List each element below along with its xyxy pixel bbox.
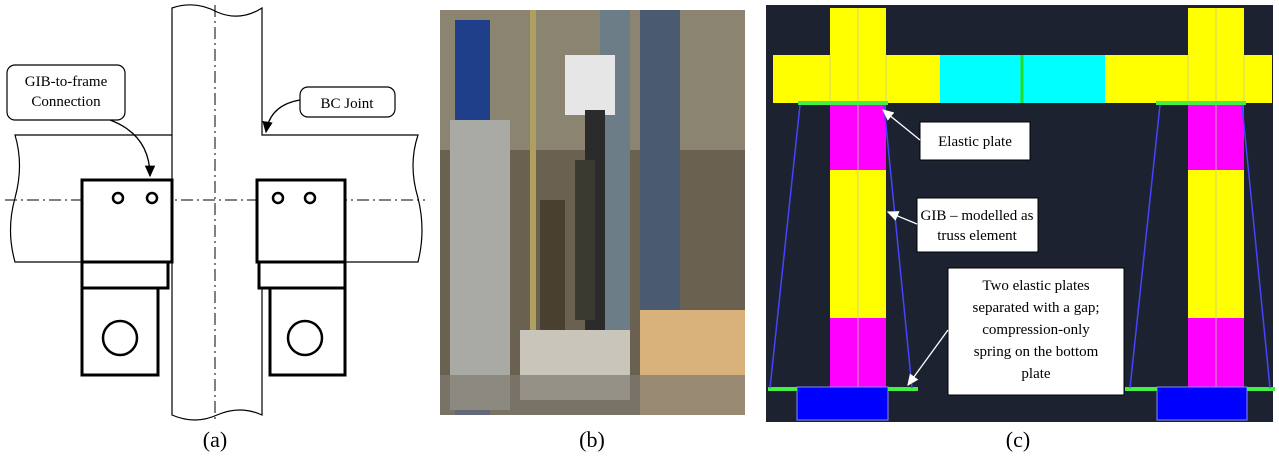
caption: (b) [579, 427, 605, 452]
caption: (c) [1006, 427, 1030, 452]
callout-line: compression-only [982, 322, 1090, 338]
figure: GIB-to-frame Connection BC Joint (a) (b)… [0, 0, 1279, 458]
callout-line: BC Joint [321, 96, 375, 112]
callout-line: GIB-to-frame [25, 74, 108, 90]
callout-line: Connection [31, 94, 101, 110]
caption: (a) [203, 427, 227, 452]
callout-line: separated with a gap; [972, 300, 1099, 316]
callout-line: spring on the bottom [974, 344, 1099, 360]
callout-line: GIB – modelled as [921, 208, 1034, 224]
callout-line: Elastic plate [938, 134, 1012, 150]
panel-b-photo [440, 10, 745, 415]
panel-a [5, 5, 425, 420]
callout-line: Two elastic plates [982, 278, 1089, 294]
callout-line: plate [1021, 366, 1050, 382]
callout-line: truss element [937, 228, 1017, 244]
